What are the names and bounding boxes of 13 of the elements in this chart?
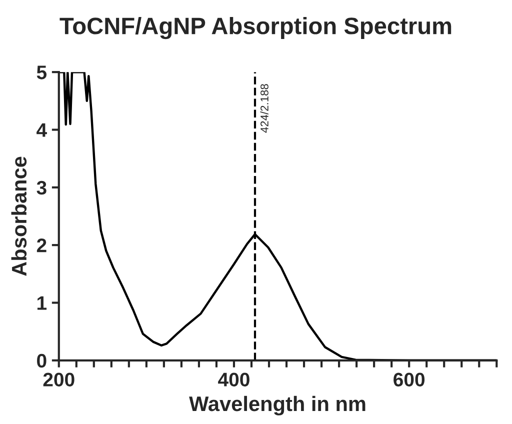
ref-line-label: 424/2.188: [260, 84, 268, 133]
x-tick-label: 200: [43, 372, 74, 386]
y-tick-label: 0: [37, 354, 46, 368]
y-tick-label: 4: [36, 123, 47, 137]
y-axis-title: Absorbance: [11, 156, 27, 276]
y-tick-label: 1: [37, 296, 47, 310]
y-tick-label: 2: [36, 238, 46, 252]
x-tick-label: 600: [394, 372, 425, 386]
y-tick-label: 5: [36, 66, 47, 80]
x-tick-label: 400: [218, 372, 250, 386]
x-axis-title: Wavelength in nm: [189, 396, 366, 416]
chart-title: ToCNF/AgNP Absorption Spectrum: [60, 16, 452, 40]
y-tick-label: 3: [36, 180, 46, 195]
